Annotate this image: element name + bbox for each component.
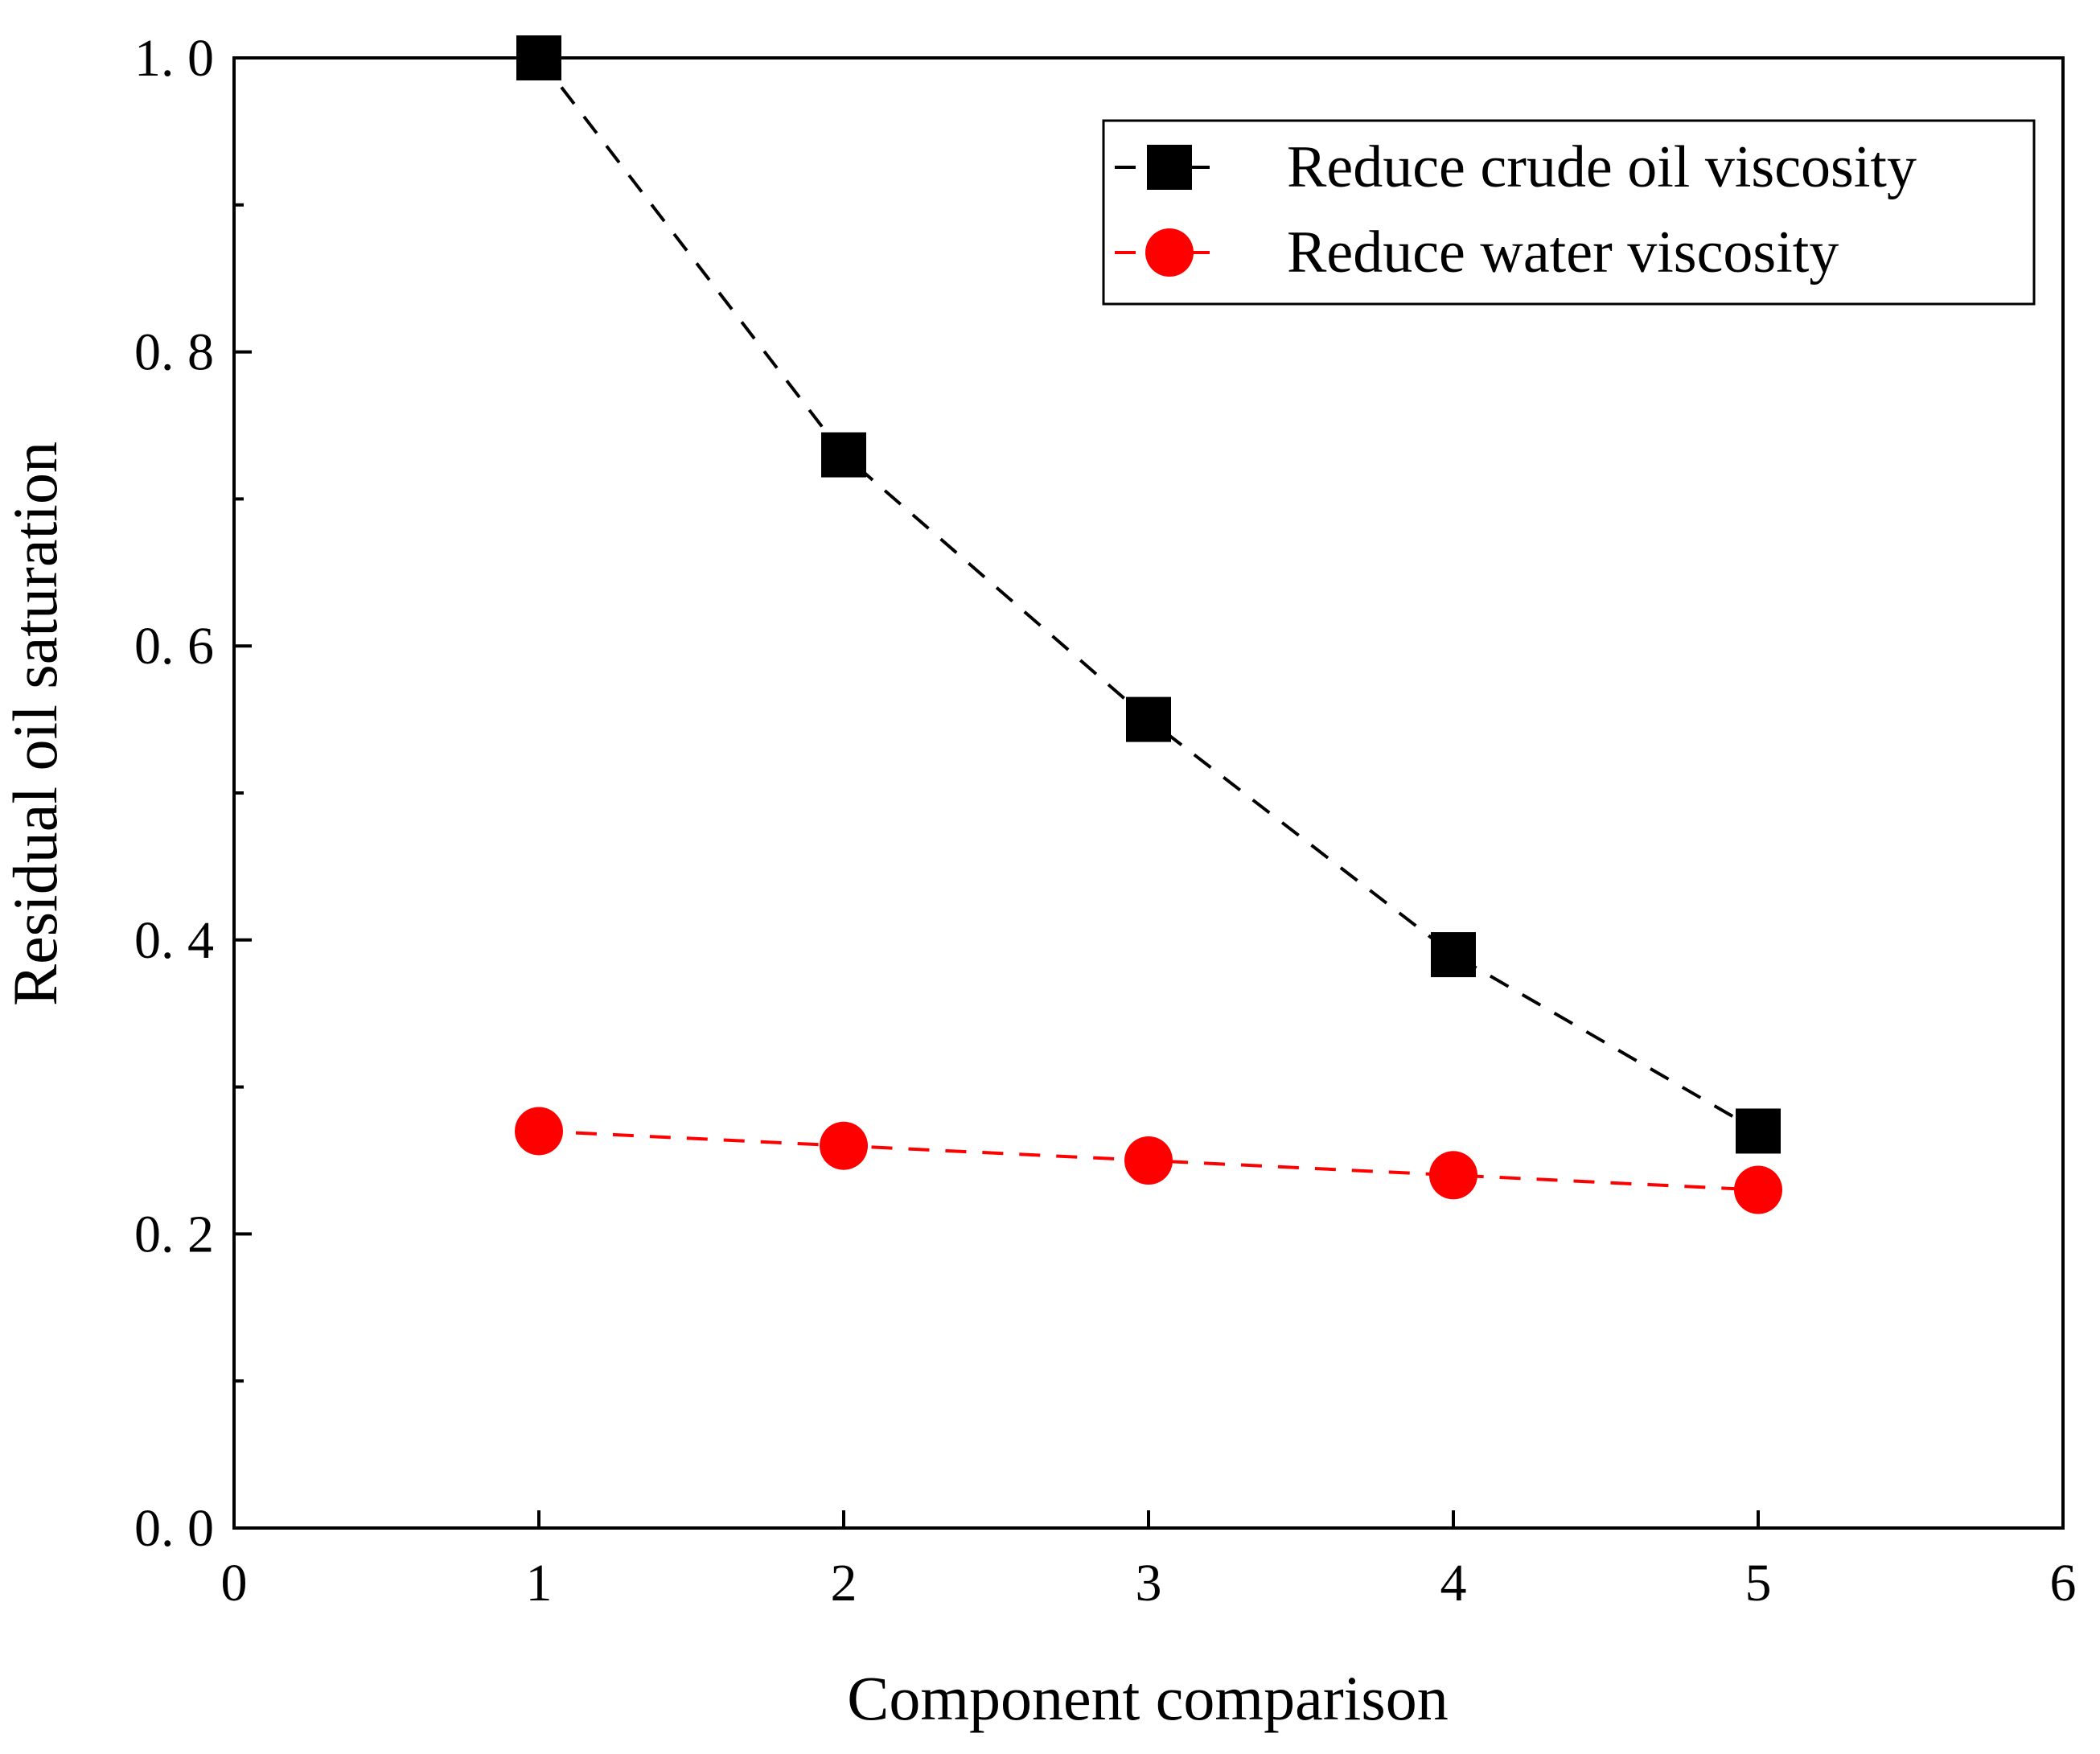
series-0-point-5 <box>1736 1108 1781 1154</box>
x-tick-label-3: 3 <box>1136 1554 1162 1612</box>
x-tick-label-0: 0 <box>221 1554 248 1612</box>
legend-marker-1 <box>1145 228 1194 277</box>
legend-marker-0 <box>1147 145 1192 190</box>
x-tick-label-5: 5 <box>1745 1554 1772 1612</box>
series-0-point-4 <box>1431 932 1476 978</box>
y-tick-label-0: 0. 0 <box>134 1499 214 1558</box>
series-1-point-1 <box>515 1107 563 1156</box>
series-1-point-5 <box>1734 1165 1782 1214</box>
x-tick-label-2: 2 <box>831 1554 857 1612</box>
y-tick-label-1: 1. 0 <box>134 29 214 88</box>
series-1-point-3 <box>1124 1136 1173 1185</box>
y-tick-label-0.6: 0. 6 <box>134 617 214 676</box>
series-0-point-2 <box>821 432 866 478</box>
y-tick-label-0.2: 0. 2 <box>134 1205 214 1263</box>
y-axis-title: Residual oil saturation <box>0 442 70 1006</box>
x-tick-label-6: 6 <box>2050 1554 2077 1612</box>
y-tick-label-0.8: 0. 8 <box>134 323 214 382</box>
y-tick-label-0.4: 0. 4 <box>134 911 214 970</box>
series-0-point-1 <box>516 35 561 80</box>
series-1-point-4 <box>1429 1151 1477 1200</box>
series-1-point-2 <box>820 1121 868 1170</box>
x-tick-label-4: 4 <box>1440 1554 1467 1612</box>
legend-label-1: Reduce water viscosity <box>1287 220 1839 285</box>
legend-label-0: Reduce crude oil viscosity <box>1287 134 1917 200</box>
series-0-point-3 <box>1126 696 1171 742</box>
x-tick-label-1: 1 <box>526 1554 553 1612</box>
x-axis-title: Component comparison <box>847 1663 1448 1733</box>
legend-box <box>1102 119 2036 306</box>
